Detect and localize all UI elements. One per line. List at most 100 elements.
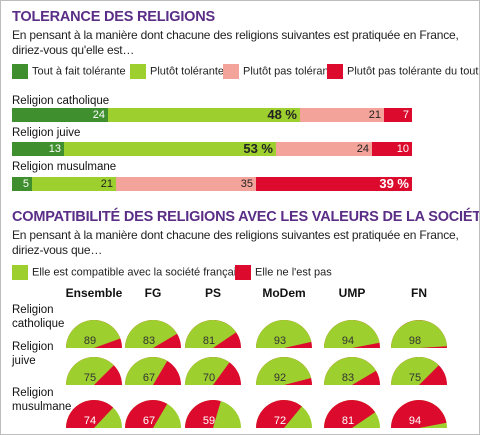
bar-segment: 10	[372, 142, 412, 156]
semicircle-pie: 67	[125, 357, 181, 385]
column-header: PS	[204, 286, 221, 300]
pie-value-label: 70	[203, 372, 215, 384]
pie-value-wedge	[125, 400, 168, 428]
pie-value-wedge	[66, 356, 114, 385]
legend-label: Plutôt pas tolérante	[243, 65, 338, 78]
legend-swatch	[12, 64, 28, 79]
stacked-bar: 24 48 % 21 7	[12, 108, 412, 122]
pie-value-wedge	[255, 319, 312, 348]
bar-segment: 7	[384, 108, 412, 122]
pie-value-wedge	[185, 319, 237, 348]
legend-item-compatible: Elle est compatible avec la société fran…	[12, 265, 248, 280]
bar-segment: 21	[300, 108, 384, 122]
column-header: UMP	[338, 286, 366, 300]
legend-label: Plutôt tolérante	[150, 65, 224, 78]
pie-value-label: 83	[143, 335, 155, 347]
pie-value-wedge	[324, 399, 376, 428]
pie-value-label: 75	[84, 372, 96, 384]
semicircle-pie: 70	[185, 357, 241, 385]
pie-row-label: Religion catholique	[12, 304, 65, 330]
legend-item-not-compatible: Elle ne l'est pas	[235, 265, 332, 280]
pie-value-wedge	[185, 357, 230, 385]
pie-value-label: 67	[143, 415, 155, 427]
pie-value-label: 94	[342, 335, 354, 347]
legend-label: Elle est compatible avec la société fran…	[32, 266, 248, 279]
semicircle-pie: 81	[324, 399, 380, 428]
section1-question: En pensant à la manière dont chacune des…	[12, 28, 459, 57]
bar-segment: 35	[116, 177, 256, 191]
bar-segment: 21	[32, 177, 116, 191]
legend-item-pas-du-tout: Plutôt pas tolérante du tout	[327, 64, 478, 79]
legend-item-tout-a-fait: Tout à fait tolérante	[12, 64, 126, 79]
semicircle-pie: 67	[125, 400, 181, 428]
pie-value-label: 81	[203, 335, 215, 347]
pie-value-wedge	[324, 357, 377, 385]
pie-value-label: 94	[409, 415, 421, 427]
pie-value-wedge	[256, 400, 302, 428]
semicircle-pie: 89	[66, 320, 122, 348]
semicircle-pie: 83	[125, 320, 181, 348]
bar-segment: 48 %	[108, 108, 300, 122]
legend-item-plutot-pas: Plutôt pas tolérante	[223, 64, 338, 79]
semicircle-pie: 59	[185, 399, 241, 428]
stacked-bar: 13 53 % 24 10	[12, 142, 412, 156]
pie-value-wedge	[256, 357, 312, 385]
bar-category-label: Religion musulmane	[12, 161, 117, 173]
pie-value-label: 81	[342, 415, 354, 427]
legend-swatch	[235, 265, 251, 280]
pie-value-wedge	[66, 320, 121, 348]
pie-value-label: 98	[409, 335, 421, 347]
section1-legend: Tout à fait tolérante Plutôt tolérante P…	[12, 64, 478, 80]
legend-swatch	[12, 265, 28, 280]
section2-legend: Elle est compatible avec la société fran…	[12, 265, 472, 281]
bar-segment: 5	[12, 177, 32, 191]
semicircle-pie: 75	[66, 356, 122, 385]
legend-label: Plutôt pas tolérante du tout	[347, 65, 479, 78]
pie-value-wedge	[391, 320, 447, 348]
stacked-bar: 5 21 35 39 %	[12, 177, 412, 191]
pie-value-label: 75	[409, 372, 421, 384]
pie-value-label: 89	[84, 335, 96, 347]
semicircle-pie: 72	[256, 400, 312, 428]
semicircle-pie: 94	[324, 320, 380, 348]
section1-title: TOLERANCE DES RELIGIONS	[12, 9, 215, 25]
semicircle-pie: 74	[66, 399, 122, 428]
pie-value-wedge	[391, 400, 447, 428]
column-header: Ensemble	[65, 286, 123, 300]
legend-label: Elle ne l'est pas	[255, 266, 332, 279]
legend-item-plutot: Plutôt tolérante	[130, 64, 224, 79]
column-header: FN	[411, 286, 427, 300]
pie-value-label: 72	[274, 415, 286, 427]
pie-value-wedge	[324, 320, 380, 348]
semicircle-pie: 81	[185, 319, 241, 348]
bar-segment: 39 %	[256, 177, 412, 191]
bar-segment: 53 %	[64, 142, 276, 156]
semicircle-pie: 92	[256, 357, 312, 385]
pie-value-label: 59	[203, 415, 215, 427]
semicircle-pie: 83	[324, 357, 380, 385]
section2-title: COMPATIBILITÉ DES RELIGIONS AVEC LES VAL…	[12, 209, 479, 225]
semicircle-pie: 94	[391, 400, 447, 428]
legend-swatch	[130, 64, 146, 79]
pie-value-wedge	[125, 357, 168, 385]
semicircle-pie: 75	[391, 356, 447, 385]
pie-value-label: 67	[143, 372, 155, 384]
legend-label: Tout à fait tolérante	[32, 65, 126, 78]
pie-value-wedge	[66, 399, 114, 428]
bar-segment: 13	[12, 142, 64, 156]
section2-question: En pensant à la manière dont chacune des…	[12, 228, 459, 257]
pie-value-wedge	[185, 399, 221, 428]
pie-value-label: 92	[274, 372, 286, 384]
bar-category-label: Religion catholique	[12, 95, 110, 107]
legend-swatch	[223, 64, 239, 79]
legend-swatch	[327, 64, 343, 79]
bar-category-label: Religion juive	[12, 127, 81, 139]
semicircle-pie: 93	[255, 319, 312, 348]
bar-segment: 24	[276, 142, 372, 156]
semicircle-pie: 98	[391, 320, 447, 348]
bar-segment: 24	[12, 108, 108, 122]
column-header: FG	[144, 286, 162, 300]
pie-row-label: Religion musulmane	[12, 387, 72, 413]
pie-value-label: 74	[84, 415, 96, 427]
pie-value-label: 93	[274, 335, 286, 347]
